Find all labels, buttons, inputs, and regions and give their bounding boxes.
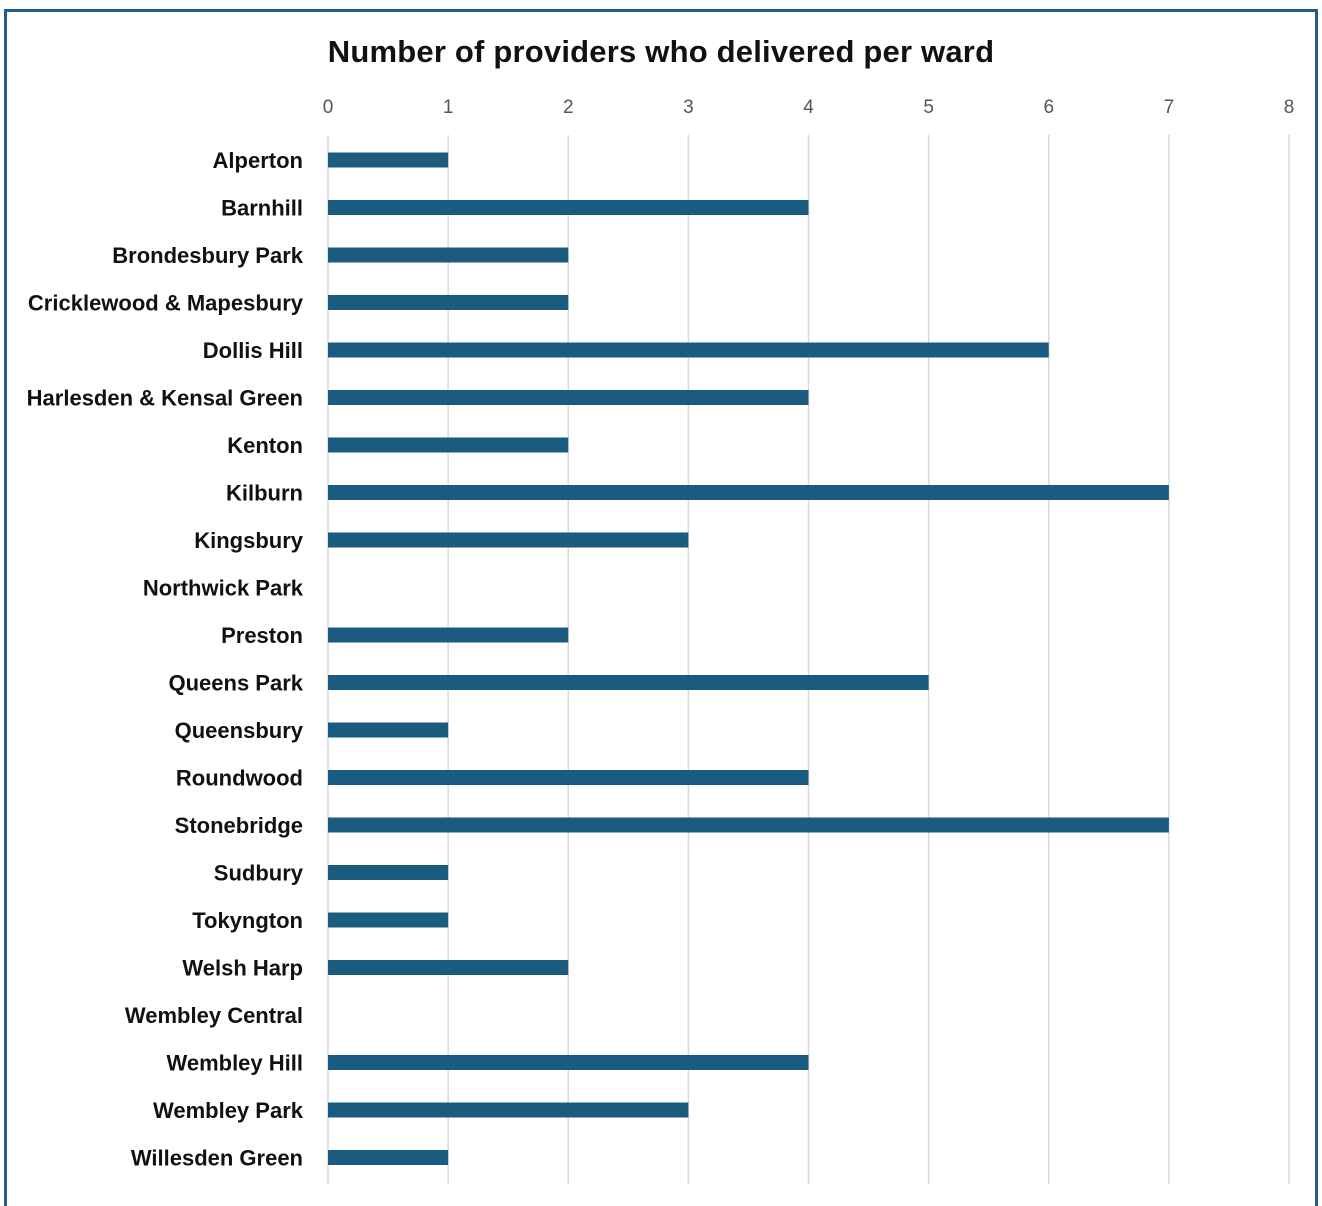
category-label: Stonebridge	[175, 813, 303, 838]
category-label: Wembley Central	[125, 1003, 303, 1028]
category-label: Tokyngton	[192, 908, 303, 933]
category-label: Brondesbury Park	[112, 243, 303, 268]
x-tick-label: 6	[1043, 97, 1054, 118]
bar	[328, 960, 569, 975]
category-label: Wembley Park	[153, 1098, 304, 1123]
x-axis-ticks: 0 1 2 3 4 5 6 7 8	[323, 97, 1295, 118]
category-label: Wembley Hill	[166, 1051, 303, 1076]
category-label: Barnhill	[221, 196, 303, 221]
bar	[328, 437, 569, 453]
bar	[328, 817, 1169, 833]
gridlines	[327, 135, 1290, 1184]
category-label: Willesden Green	[131, 1146, 303, 1171]
x-tick-label: 0	[323, 97, 334, 118]
category-label: Kenton	[227, 433, 303, 458]
x-tick-label: 4	[803, 97, 814, 118]
category-label: Sudbury	[214, 861, 304, 886]
bar	[328, 1150, 449, 1165]
category-label: Northwick Park	[143, 576, 304, 601]
category-label: Preston	[221, 623, 303, 648]
category-labels: Alperton Barnhill Brondesbury Park Cricklew…	[27, 148, 304, 1171]
bar	[328, 912, 449, 928]
category-label: Queensbury	[175, 718, 304, 743]
bar	[328, 532, 689, 548]
category-label: Harlesden & Kensal Green	[27, 386, 303, 411]
bar	[328, 247, 569, 263]
category-label: Queens Park	[168, 671, 303, 696]
bar	[328, 485, 1169, 500]
bar	[328, 342, 1049, 358]
bar	[328, 627, 569, 643]
x-tick-label: 2	[563, 97, 574, 118]
bar	[328, 865, 449, 880]
category-label: Alperton	[213, 148, 303, 173]
bar	[328, 390, 809, 405]
bar	[328, 1055, 809, 1070]
bar	[328, 722, 449, 738]
x-tick-label: 8	[1284, 97, 1295, 118]
bars	[328, 152, 1169, 1165]
category-label: Welsh Harp	[182, 956, 303, 981]
bar	[328, 152, 449, 168]
bar	[328, 200, 809, 215]
bar	[328, 675, 929, 690]
x-tick-label: 7	[1164, 97, 1175, 118]
chart-title: Number of providers who delivered per wa…	[327, 34, 995, 69]
category-label: Cricklewood & Mapesbury	[28, 291, 304, 316]
x-tick-label: 5	[923, 97, 934, 118]
category-label: Dollis Hill	[203, 338, 303, 363]
x-tick-label: 1	[443, 97, 454, 118]
category-label: Kilburn	[226, 481, 303, 506]
x-tick-label: 3	[683, 97, 694, 118]
bar	[328, 1102, 689, 1118]
category-label: Roundwood	[176, 766, 303, 791]
category-label: Kingsbury	[194, 528, 304, 553]
bar	[328, 770, 809, 785]
bar	[328, 295, 569, 310]
